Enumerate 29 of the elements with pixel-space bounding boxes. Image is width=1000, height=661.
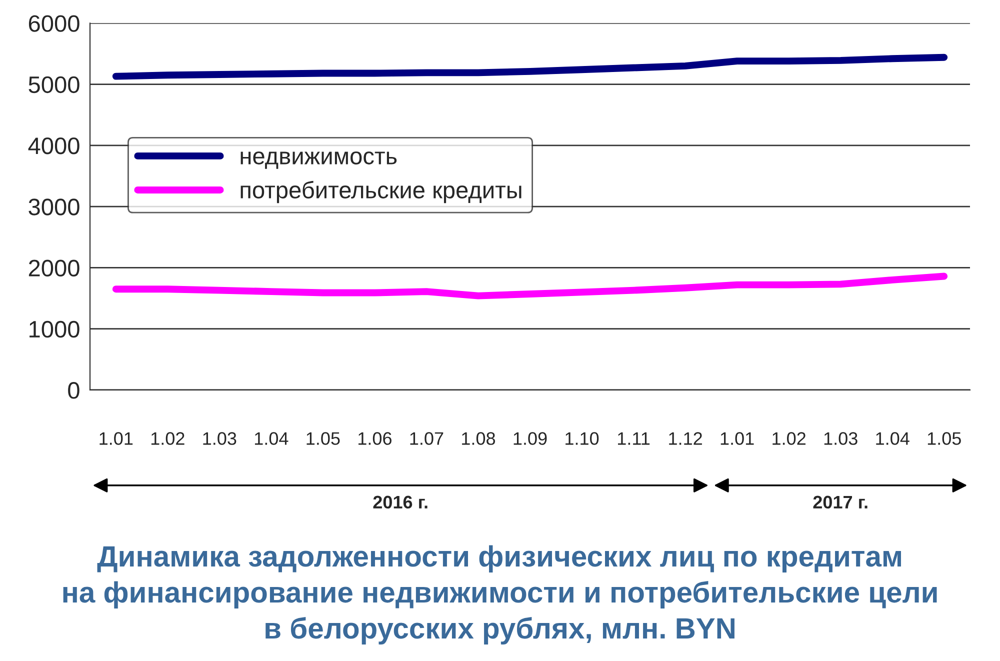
x-tick-label: 1.11 bbox=[618, 432, 650, 445]
x-tick-label: 1.04 bbox=[254, 432, 288, 445]
x-tick-label: 1.02 bbox=[151, 432, 184, 445]
y-tick-label: 6000 bbox=[28, 15, 80, 32]
x-tick-label: 1.04 bbox=[876, 432, 910, 445]
legend-label: потребительские кредиты bbox=[240, 180, 522, 204]
text: Динамика задолженности физических лиц по кредитам на финансирование недвижимости и потребительские цели в белорусских рублях, млн. BYN bbox=[63, 545, 937, 644]
y-tick-label: 4000 bbox=[28, 137, 80, 154]
y-tick-label: 0 bbox=[68, 382, 80, 399]
y-tick-label: 3000 bbox=[28, 198, 80, 216]
x-tick-label: 1.01 bbox=[100, 432, 133, 445]
x-tick-label: 1.01 bbox=[720, 432, 754, 445]
text: 2016 г. bbox=[373, 496, 428, 509]
text: 2017 г. bbox=[813, 496, 868, 509]
x-tick-label: 1.03 bbox=[203, 432, 236, 445]
x-tick-label: 1.10 bbox=[566, 432, 599, 445]
x-tick-label: 1.06 bbox=[358, 432, 392, 445]
x-tick-label: 1.05 bbox=[306, 432, 340, 445]
x-tick-label: 1.03 bbox=[824, 432, 858, 445]
x-tick-label: 1.07 bbox=[410, 432, 444, 445]
y-tick-label: 5000 bbox=[28, 76, 80, 94]
x-tick-label: 1.09 bbox=[514, 432, 547, 445]
x-tick-label: 1.02 bbox=[772, 432, 806, 445]
y-tick-label: 1000 bbox=[30, 320, 80, 338]
x-tick-label: 1.08 bbox=[462, 432, 496, 445]
y-tick-label: 2000 bbox=[28, 260, 80, 276]
x-tick-label: 1.12 bbox=[669, 432, 702, 445]
legend-label: недвижимость bbox=[240, 152, 397, 169]
x-tick-label: 1.05 bbox=[928, 432, 961, 445]
